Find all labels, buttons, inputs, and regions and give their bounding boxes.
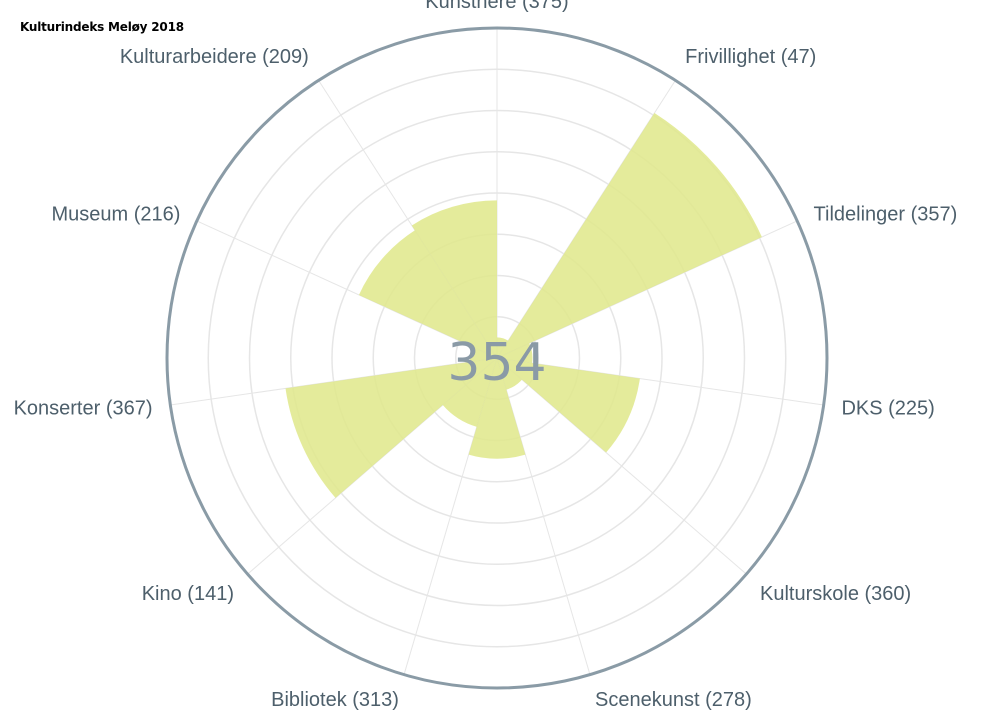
- label-museum: Museum (216): [52, 203, 181, 225]
- label-kulturskole: Kulturskole (360): [760, 583, 911, 605]
- chart-title: Kulturindeks Meløy 2018: [20, 20, 184, 34]
- bar-bibliotek: [442, 358, 497, 427]
- bar-kunstnere: [497, 337, 509, 358]
- label-frivillighet: Frivillighet (47): [685, 46, 816, 68]
- bars-layer: [285, 113, 762, 498]
- label-dks: DKS (225): [841, 398, 934, 420]
- labels-layer: Kunstnere (375) Frivillighet (47) Tildelin…: [14, 0, 958, 711]
- outer-ring: [165, 26, 829, 690]
- bar-kino: [285, 358, 497, 498]
- center-value: 354: [447, 333, 546, 393]
- label-kino: Kino (141): [142, 583, 234, 605]
- label-kunstnere: Kunstnere (375): [425, 0, 568, 13]
- bar-kulturskole: [497, 358, 522, 390]
- label-scenekunst: Scenekunst (278): [595, 689, 752, 711]
- bar-konserter: [469, 346, 497, 362]
- grid-spoke: [496, 357, 591, 675]
- bar-dks: [497, 358, 640, 453]
- label-kulturarbeidere: Kulturarbeidere (209): [120, 46, 309, 68]
- outer-ring-layer: [165, 26, 829, 690]
- bar-frivillighet: [497, 113, 762, 358]
- label-konserter: Konserter (367): [14, 398, 153, 420]
- label-bibliotek: Bibliotek (313): [271, 689, 399, 711]
- bar-kulturarbeidere: [411, 200, 497, 358]
- bar-tildelinger: [497, 343, 533, 364]
- label-tildelinger: Tildelinger (357): [814, 203, 958, 225]
- bar-scenekunst: [468, 358, 526, 459]
- bar-museum: [358, 230, 497, 358]
